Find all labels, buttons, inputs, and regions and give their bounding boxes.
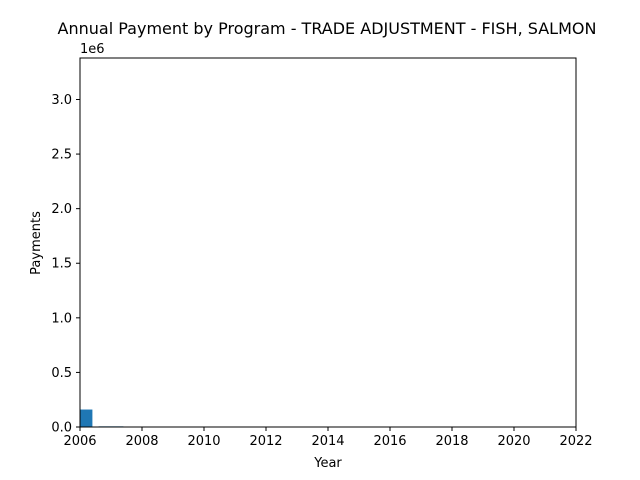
x-tick-label: 2018 <box>435 434 468 449</box>
x-tick-label: 2008 <box>125 434 158 449</box>
chart-title: Annual Payment by Program - TRADE ADJUST… <box>58 19 597 38</box>
x-tick-label: 2006 <box>63 434 96 449</box>
y-tick-label: 3.0 <box>51 93 72 108</box>
y-tick-label: 2.0 <box>51 202 72 217</box>
y-tick-label: 1.0 <box>51 311 72 326</box>
y-axis-label: Payments <box>29 211 44 275</box>
y-tick-label: 1.5 <box>51 257 72 272</box>
x-tick-label: 2014 <box>311 434 344 449</box>
x-tick-label: 2022 <box>559 434 592 449</box>
x-tick-label: 2012 <box>249 434 282 449</box>
plot-frame <box>79 57 577 428</box>
x-tick-label: 2010 <box>187 434 220 449</box>
x-tick-label: 2020 <box>497 434 530 449</box>
x-axis-label: Year <box>313 456 342 471</box>
y-tick-label: 0.0 <box>51 421 72 436</box>
bar-0 <box>80 409 93 427</box>
plot-area: 2006 2008 2010 2012 2014 2016 2018 2020 2022 0.0 0… <box>51 57 593 449</box>
y-tick-label: 0.5 <box>51 366 72 381</box>
y-axis-offset-label: 1e6 <box>80 42 105 57</box>
y-tick-label: 2.5 <box>51 148 72 163</box>
x-tick-label: 2016 <box>373 434 406 449</box>
